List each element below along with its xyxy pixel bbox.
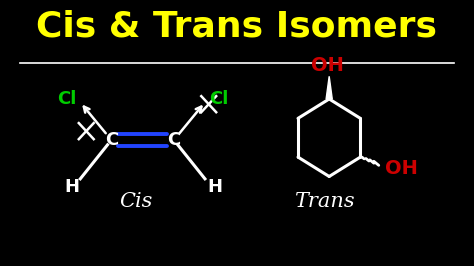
Text: Cis: Cis: [119, 192, 153, 211]
Text: Trans: Trans: [294, 192, 355, 211]
Text: C: C: [167, 131, 180, 149]
Text: H: H: [64, 178, 79, 196]
Text: Cl: Cl: [210, 89, 228, 107]
Text: H: H: [207, 178, 222, 196]
Text: C: C: [105, 131, 118, 149]
Text: OH: OH: [385, 159, 418, 178]
Text: Cis & Trans Isomers: Cis & Trans Isomers: [36, 10, 438, 44]
Text: OH: OH: [310, 56, 344, 75]
Polygon shape: [326, 76, 332, 99]
Text: Cl: Cl: [57, 89, 77, 107]
